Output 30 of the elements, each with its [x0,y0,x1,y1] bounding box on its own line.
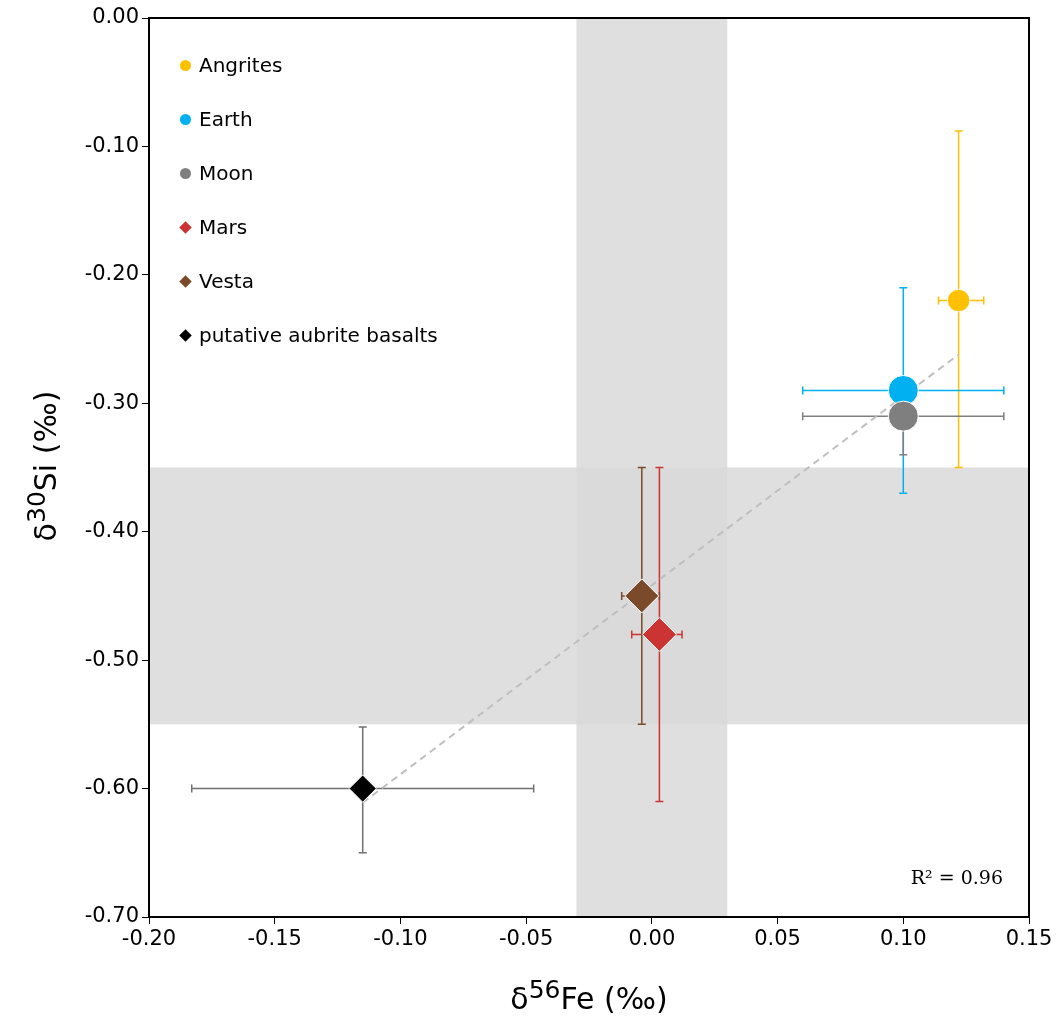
x-tick-label: -0.15 [247,926,302,951]
y-tick-label: -0.40 [84,518,139,543]
legend-label: Earth [199,107,253,131]
point [624,578,660,614]
y-tick-label: -0.50 [84,646,139,671]
legend-label: Moon [199,161,254,185]
y-tick-label: -0.10 [84,132,139,157]
x-tick-label: -0.20 [121,926,177,951]
legend-label: putative aubrite basalts [199,323,438,347]
y-tick-label: -0.30 [84,389,139,414]
legend-label: Mars [199,215,248,239]
x-tick-label: -0.10 [373,926,428,951]
x-tick-label: 0.00 [628,926,676,951]
legend-label: Angrites [199,53,283,77]
x-tick-label: -0.05 [498,926,554,951]
legend-label: Vesta [199,269,254,293]
y-tick-label: -0.60 [84,775,139,800]
x-axis-title: δ$^{56}$Fe (‰) [510,975,668,1016]
point [641,616,677,652]
x-tick-label: 0.05 [754,926,801,951]
x-tick-label: 0.10 [879,926,927,951]
point [348,774,377,803]
point [946,288,971,313]
y-tick-label: 0.00 [92,4,139,29]
point [887,400,919,432]
annotation: R² = 0.96 [910,866,1003,888]
point [887,374,919,406]
y-tick-label: -0.20 [84,261,139,286]
x-tick-label: 0.15 [1005,926,1053,951]
y-tick-label: -0.70 [84,903,139,928]
